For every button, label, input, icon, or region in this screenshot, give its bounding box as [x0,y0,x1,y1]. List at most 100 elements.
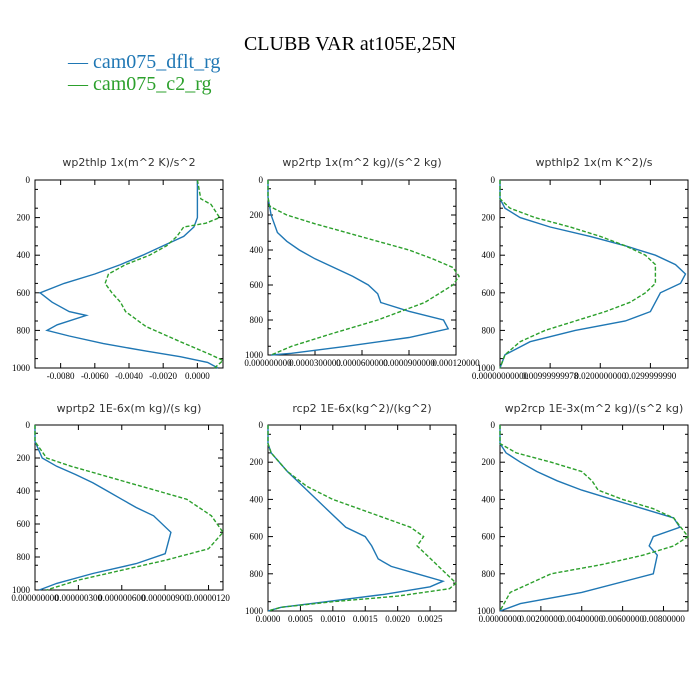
legend: — cam075_dflt_rg — cam075_c2_rg [67,51,220,95]
x-tick-label: 0.0020 [385,614,410,624]
y-tick-label: 0 [491,420,496,430]
panel-title: wp2rcp 1E-3x(m^2 kg)/(s^2 kg) [505,402,684,415]
y-tick-label: 800 [17,552,31,562]
plot-frame [267,424,457,612]
y-tick-label: 400 [17,250,31,260]
y-tick-label: 0 [259,420,264,430]
y-tick-label: 600 [250,532,264,542]
y-tick-label: 800 [250,315,264,325]
panel-2: wp2rtp 1x(m^2 kg)/(s^2 kg) 0 200 400 600 800 1… [244,156,480,368]
panel-3: wpthlp2 1x(m K^2)/s020040060080010000.00… [472,156,689,381]
y-tick-label: 200 [250,457,264,467]
x-tick-label: 0.000000000 [244,358,292,368]
y-tick-label: 400 [17,486,31,496]
panel-1: wp2thlp 1x(m^2 K)/s^2 0 200 400 600 800 1000 -0… [12,156,225,381]
x-tick-label: 0.000000000 [11,593,59,603]
y-tick-label: 400 [250,494,264,504]
y-tick-label: 0 [491,175,496,185]
panel-title: rcp2 1E-6x(kg^2)/(kg^2) [292,402,431,415]
y-tick-label: 200 [482,213,496,223]
y-tick-label: 800 [482,569,496,579]
x-tick-label: 0.00800000 [642,614,685,624]
y-tick-label: 600 [17,519,31,529]
x-tick-label: 0.00999999978 [522,371,579,381]
series-line-c2 [267,180,460,356]
x-tick-label: 0.0025 [418,614,443,624]
y-tick-label: 1000 [12,363,31,373]
plot-frame [499,424,689,612]
series-line-dflt [38,180,219,369]
y-tick-label: 0 [26,175,31,185]
x-tick-label: 0.00000000 [479,614,522,624]
series-line-dflt [34,425,172,591]
x-tick-label: 0.000000900 [142,593,190,603]
y-tick-label: 600 [17,288,31,298]
x-tick-label: -0.0060 [81,371,109,381]
series-line-dflt [267,425,446,612]
y-tick-label: 600 [482,288,496,298]
panel-title: wpthlp2 1x(m K^2)/s [536,156,653,169]
y-tick-label: 1000 [245,606,264,616]
legend-item-c2: — cam075_c2_rg [67,73,212,95]
y-tick-label: 1000 [245,350,264,360]
x-tick-label: 0.0299999990 [625,371,677,381]
x-tick-label: -0.0040 [115,371,143,381]
plot-frame [34,179,224,369]
y-tick-label: 200 [17,213,31,223]
x-tick-label: 0.0000600000 [336,358,388,368]
x-tick-label: 0.0015 [353,614,378,624]
series-line-c2 [499,425,690,612]
y-tick-label: 1000 [12,585,31,595]
x-tick-label: 0.0200000000 [574,371,626,381]
panel-5: rcp2 1E-6x(kg^2)/(kg^2) 0 200 400 600 800 1000… [245,402,458,624]
panels: wp2thlp 1x(m^2 K)/s^2 0 200 400 600 800 1000 -0… [11,156,690,624]
y-tick-label: 200 [17,453,31,463]
y-tick-label: 0 [259,175,264,185]
x-tick-label: -0.0080 [47,371,75,381]
panel-6: wp2rcp 1E-3x(m^2 kg)/(s^2 kg) 0 200 400 600 8… [477,402,690,624]
series-line-c2 [34,425,224,591]
figure-title: CLUBB VAR at105E,25N [244,33,456,55]
panel-title: wprtp2 1E-6x(m kg)/(s kg) [57,402,202,415]
x-tick-label: 0.00400000 [560,614,603,624]
plot-frame [499,179,689,369]
panel-title: wp2thlp 1x(m^2 K)/s^2 [62,156,195,169]
panel-title: wp2rtp 1x(m^2 kg)/(s^2 kg) [282,156,441,169]
plot-frame [34,424,224,591]
y-tick-label: 800 [250,569,264,579]
y-tick-label: 400 [482,250,496,260]
x-tick-label: 0.000000300 [55,593,103,603]
x-tick-label: 0.0000 [256,614,281,624]
y-tick-label: 800 [17,325,31,335]
x-tick-label: 0.0000 [185,371,210,381]
x-tick-label: 0.0005 [288,614,313,624]
y-tick-label: 400 [482,494,496,504]
series-line-dflt [267,180,450,356]
series-line-c2 [499,180,657,369]
y-tick-label: 1000 [477,363,496,373]
series-line-dflt [499,180,687,369]
x-tick-label: 0.0010 [320,614,345,624]
series-line-dflt [499,425,681,612]
y-tick-label: 600 [482,532,496,542]
legend-item-dflt: — cam075_dflt_rg [67,51,220,73]
plot-frame [267,179,457,356]
series-line-c2 [267,425,458,612]
x-tick-label: 0.00200000 [519,614,562,624]
x-tick-label: 0.00000120 [187,593,230,603]
x-tick-label: 0.000000600 [98,593,146,603]
x-tick-label: 0.00000000000 [472,371,529,381]
y-tick-label: 0 [26,420,31,430]
y-tick-label: 800 [482,325,496,335]
y-tick-label: 200 [482,457,496,467]
y-tick-label: 1000 [477,606,496,616]
panel-4: wprtp2 1E-6x(m kg)/(s kg) 0 200 400 600 800 10… [11,402,230,603]
x-tick-label: -0.0020 [149,371,177,381]
series-line-c2 [104,179,225,369]
x-tick-label: 0.0000300000 [289,358,341,368]
x-tick-label: 0.000120000 [432,358,480,368]
y-tick-label: 600 [250,280,264,290]
x-tick-label: 0.0000900000 [383,358,435,368]
y-tick-label: 400 [250,245,264,255]
